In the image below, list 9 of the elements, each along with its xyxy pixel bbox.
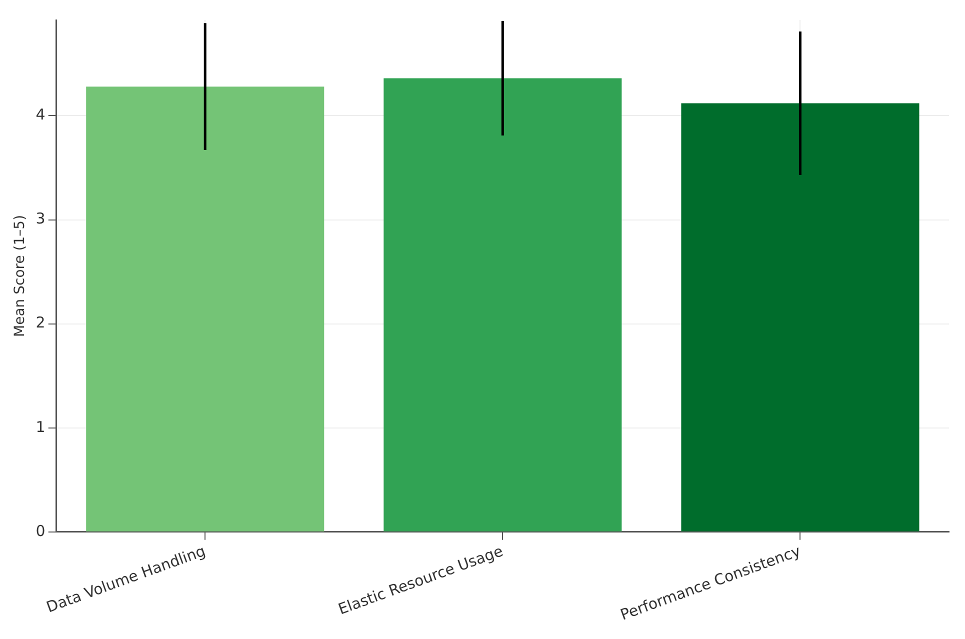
y-tick-label: 0 xyxy=(36,522,46,540)
bar xyxy=(86,86,324,532)
y-axis-title: Mean Score (1–5) xyxy=(12,214,28,337)
bar xyxy=(681,103,920,532)
y-tick-label: 2 xyxy=(36,314,46,332)
y-tick-label: 4 xyxy=(36,106,46,124)
y-tick-label: 3 xyxy=(36,210,46,228)
y-tick-label: 1 xyxy=(36,418,46,436)
bar xyxy=(384,78,622,532)
